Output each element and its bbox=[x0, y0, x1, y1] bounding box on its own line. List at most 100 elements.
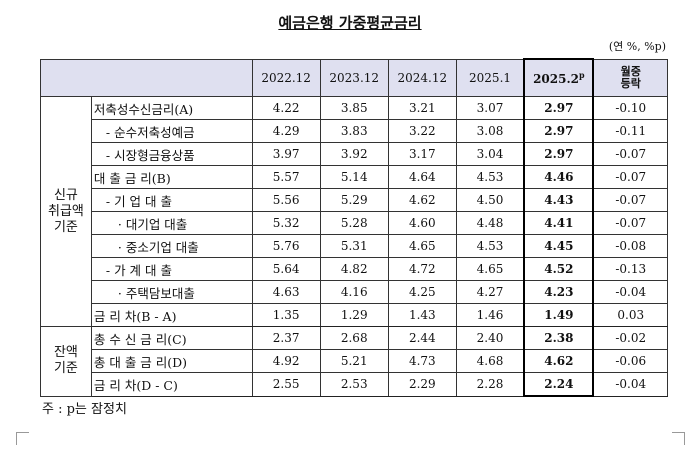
column-header-text: 2022.12 bbox=[261, 70, 311, 85]
column-header: 월중 등락 bbox=[592, 58, 669, 97]
group-label: 신규 취급액 기준 bbox=[40, 96, 92, 327]
cell-value: -0.07 bbox=[592, 211, 669, 235]
cell-value: 4.22 bbox=[251, 96, 321, 120]
cell-value: -0.04 bbox=[592, 280, 669, 304]
cell-value: 2.44 bbox=[387, 326, 457, 350]
cell-value: 5.76 bbox=[251, 234, 321, 258]
cell-value: 2.97 bbox=[523, 119, 595, 143]
cell-value: 1.46 bbox=[455, 303, 525, 327]
column-header-line: 월중 bbox=[620, 64, 641, 78]
cell-value: 4.46 bbox=[523, 165, 595, 189]
cell-value: 4.16 bbox=[319, 280, 389, 304]
cell-value: 4.27 bbox=[455, 280, 525, 304]
row-label: · 대기업 대출 bbox=[90, 211, 253, 235]
row-label: 금 리 차(D - C) bbox=[90, 372, 253, 397]
cell-value: 4.41 bbox=[523, 211, 595, 235]
cell-value: 5.32 bbox=[251, 211, 321, 235]
row-label: 총 대 출 금 리(D) bbox=[90, 349, 253, 373]
cell-value: 4.45 bbox=[523, 234, 595, 258]
table-row: 금 리 차(D - C) 2.55 2.53 2.29 2.28 2.24 -0.04 bbox=[41, 372, 669, 397]
cell-value: 4.53 bbox=[455, 165, 525, 189]
column-header: 2023.12 bbox=[319, 58, 389, 97]
corner-mark bbox=[672, 432, 685, 445]
cell-value: 1.49 bbox=[523, 303, 595, 327]
row-label: 금 리 차(B - A) bbox=[90, 303, 253, 327]
cell-value: -0.07 bbox=[592, 165, 669, 189]
cell-value: 2.37 bbox=[251, 326, 321, 350]
column-header: 2025.2p bbox=[523, 58, 595, 97]
corner-mark bbox=[16, 432, 29, 445]
row-label: 총 수 신 금 리(C) bbox=[90, 326, 253, 350]
cell-value: 4.62 bbox=[523, 349, 595, 373]
unit: (연 %, %p) bbox=[608, 40, 666, 53]
cell-value: 3.21 bbox=[387, 96, 457, 120]
column-header-text: 2025.2 bbox=[533, 72, 580, 86]
column-header: 2022.12 bbox=[251, 58, 321, 97]
note: 주 : p는 잠정치 bbox=[42, 402, 127, 417]
cell-value: 3.04 bbox=[455, 142, 525, 166]
cell-value: 4.62 bbox=[387, 188, 457, 212]
group-label-line: 신규 bbox=[53, 187, 78, 203]
table-row: - 가 계 대 출 5.64 4.82 4.72 4.65 4.52 -0.13 bbox=[41, 257, 669, 281]
column-header-line: 등락 bbox=[620, 76, 641, 90]
cell-value: -0.11 bbox=[592, 119, 669, 143]
cell-value: 1.35 bbox=[251, 303, 321, 327]
group-label-line: 기준 bbox=[53, 361, 78, 377]
row-label: · 중소기업 대출 bbox=[90, 234, 253, 258]
cell-value: 3.07 bbox=[455, 96, 525, 120]
group-label-line: 잔액 bbox=[53, 345, 78, 361]
cell-value: 5.56 bbox=[251, 188, 321, 212]
cell-value: 2.40 bbox=[455, 326, 525, 350]
cell-value: 5.31 bbox=[319, 234, 389, 258]
cell-value: 2.97 bbox=[523, 96, 595, 120]
cell-value: 2.68 bbox=[319, 326, 389, 350]
row-label: · 주택담보대출 bbox=[90, 280, 253, 304]
cell-value: 5.57 bbox=[251, 165, 321, 189]
cell-value: 2.24 bbox=[523, 372, 595, 397]
table-row: - 기 업 대 출 5.56 5.29 4.62 4.50 4.43 -0.07 bbox=[41, 188, 669, 212]
cell-value: 4.65 bbox=[387, 234, 457, 258]
cell-value: 4.72 bbox=[387, 257, 457, 281]
table-row: · 대기업 대출 5.32 5.28 4.60 4.48 4.41 -0.07 bbox=[41, 211, 669, 235]
cell-value: -0.04 bbox=[592, 372, 669, 397]
cell-value: 4.48 bbox=[455, 211, 525, 235]
group-label-line: 기준 bbox=[53, 219, 78, 235]
cell-value: 4.92 bbox=[251, 349, 321, 373]
cell-value: 3.22 bbox=[387, 119, 457, 143]
column-header: 2024.12 bbox=[387, 58, 457, 97]
table-row: 금 리 차(B - A) 1.35 1.29 1.43 1.46 1.49 0.03 bbox=[41, 303, 669, 327]
title: 예금은행 가중평균금리 bbox=[278, 14, 422, 32]
cell-value: 1.43 bbox=[387, 303, 457, 327]
cell-value: -0.02 bbox=[592, 326, 669, 350]
group-label-line: 취급액 bbox=[47, 203, 84, 219]
cell-value: 4.63 bbox=[251, 280, 321, 304]
cell-value: 4.60 bbox=[387, 211, 457, 235]
provisional-mark: p bbox=[579, 70, 585, 80]
column-header-text: 2023.12 bbox=[329, 70, 380, 85]
row-label: - 순수저축성예금 bbox=[90, 119, 253, 143]
cell-value: 4.82 bbox=[319, 257, 389, 281]
table-row: 총 대 출 금 리(D) 4.92 5.21 4.73 4.68 4.62 -0.06 bbox=[41, 349, 669, 373]
row-label: - 시장형금융상품 bbox=[90, 142, 253, 166]
cell-value: 5.21 bbox=[319, 349, 389, 373]
cell-value: 3.92 bbox=[319, 142, 389, 166]
cell-value: 4.53 bbox=[455, 234, 525, 258]
row-label: 저축성수신금리(A) bbox=[90, 96, 253, 120]
cell-value: 3.85 bbox=[319, 96, 389, 120]
cell-value: 4.52 bbox=[523, 257, 595, 281]
cell-value: 0.03 bbox=[592, 303, 669, 327]
cell-value: 4.23 bbox=[523, 280, 595, 304]
cell-value: 3.17 bbox=[387, 142, 457, 166]
header-row: 2022.12 2023.12 2024.12 2025.1 2025.2p 월중 등락 bbox=[40, 58, 669, 97]
cell-value: 4.25 bbox=[387, 280, 457, 304]
cell-value: 5.14 bbox=[319, 165, 389, 189]
table-row: - 순수저축성예금 4.29 3.83 3.22 3.08 2.97 -0.11 bbox=[41, 119, 669, 143]
cell-value: -0.08 bbox=[592, 234, 669, 258]
cell-value: 1.29 bbox=[319, 303, 389, 327]
group-label: 잔액 기준 bbox=[40, 326, 92, 397]
cell-value: 2.29 bbox=[387, 372, 457, 397]
table-row: 신규 취급액 기준 저축성수신금리(A) 4.22 3.85 3.21 3.07 2.97 -0.… bbox=[40, 96, 669, 327]
cell-value: 2.53 bbox=[319, 372, 389, 397]
table-row: · 중소기업 대출 5.76 5.31 4.65 4.53 4.45 -0.08 bbox=[41, 234, 669, 258]
